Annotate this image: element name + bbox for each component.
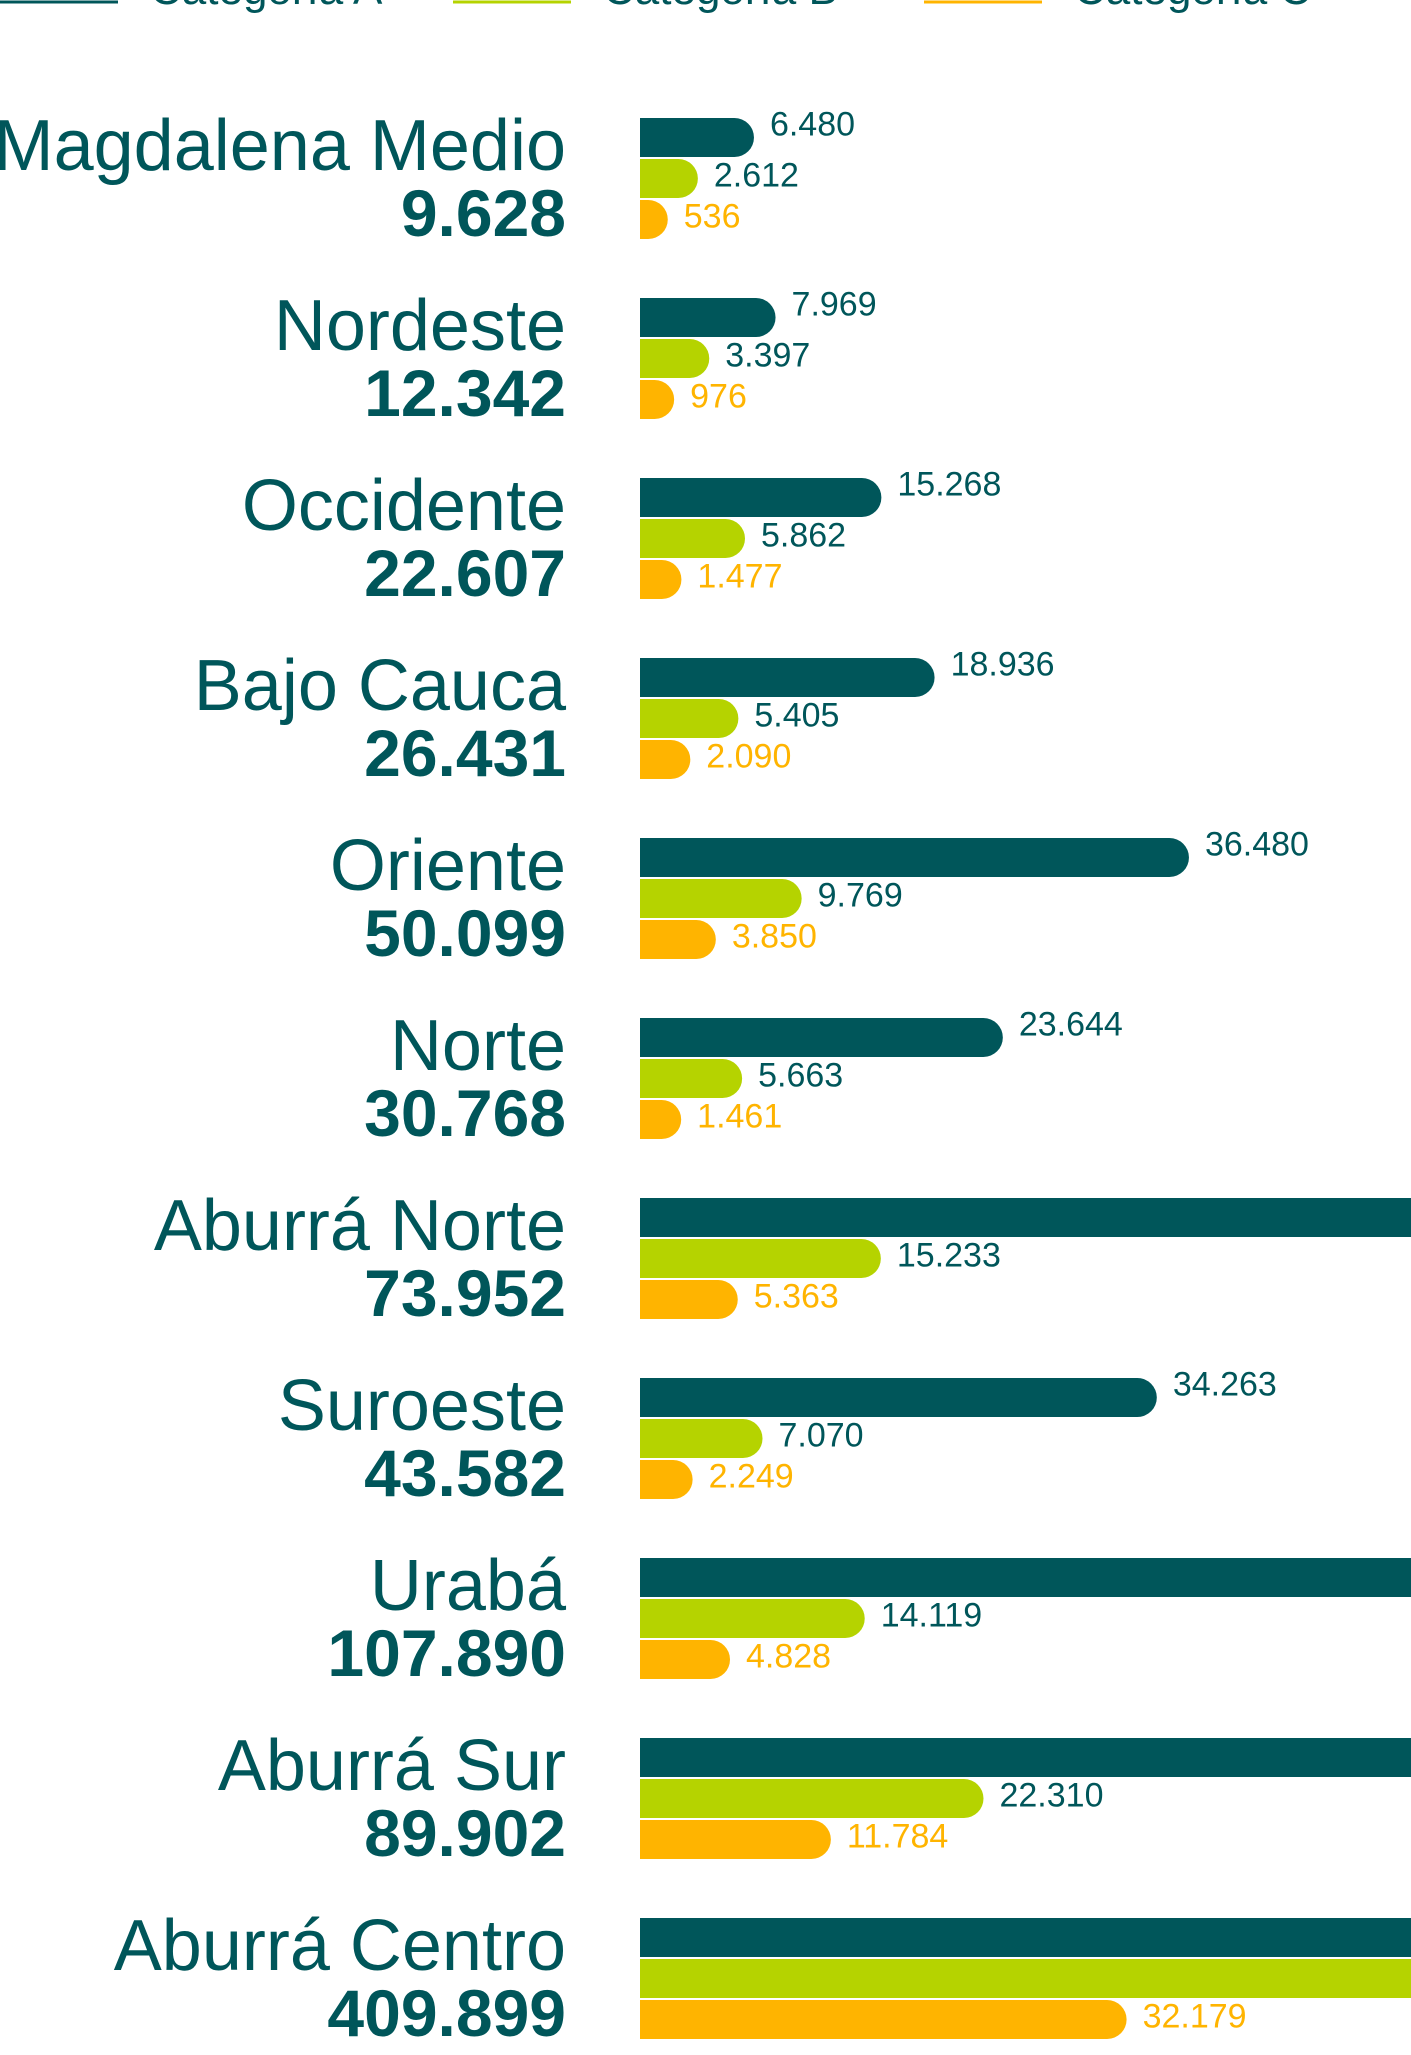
bar	[640, 1558, 1411, 1597]
value-label: 7.969	[792, 286, 877, 324]
bar	[640, 200, 668, 239]
value-label: 32.179	[1143, 1998, 1247, 2036]
value-label: 9.769	[818, 877, 903, 915]
total-label: 22.607	[364, 536, 566, 610]
bar	[640, 1460, 693, 1499]
bar	[640, 339, 710, 378]
total-label: 50.099	[364, 896, 566, 970]
bar	[640, 519, 745, 558]
value-label: 18.936	[951, 646, 1055, 684]
value-label: 1.477	[697, 558, 782, 596]
category-label: Oriente	[330, 826, 566, 906]
value-label: 1.461	[697, 1098, 782, 1136]
value-label: 23.644	[1019, 1006, 1123, 1044]
category-label: Aburrá Norte	[154, 1186, 566, 1266]
bar	[640, 478, 882, 517]
value-label: 976	[690, 378, 747, 416]
bar	[640, 1059, 743, 1098]
bar	[640, 1959, 1411, 1998]
bar	[640, 1280, 738, 1319]
bar	[640, 838, 1189, 877]
value-label: 6.480	[770, 106, 855, 144]
bar	[640, 2000, 1127, 2039]
value-label: 4.828	[746, 1638, 831, 1676]
bar	[640, 1599, 865, 1638]
bar	[640, 1640, 731, 1679]
value-label: 22.310	[999, 1777, 1103, 1815]
category-label: Suroeste	[278, 1366, 566, 1446]
bar	[640, 740, 691, 779]
category-label: Norte	[390, 1006, 566, 1086]
value-label: 15.233	[897, 1237, 1001, 1275]
bar	[640, 1378, 1157, 1417]
category-label: Magdalena Medio	[0, 106, 566, 186]
legend-label: Categoría A	[150, 0, 383, 14]
bar	[640, 118, 754, 157]
total-label: 9.628	[401, 176, 566, 250]
value-label: 15.268	[897, 466, 1001, 504]
bar	[640, 1100, 682, 1139]
bar	[640, 658, 935, 697]
value-label: 536	[684, 198, 741, 236]
value-label: 2.612	[714, 157, 799, 195]
total-label: 30.768	[364, 1076, 566, 1150]
bar	[640, 1918, 1411, 1957]
category-label: Nordeste	[274, 286, 566, 366]
bar	[640, 699, 739, 738]
category-label: Aburrá Centro	[114, 1906, 566, 1986]
bar	[640, 879, 802, 918]
total-label: 26.431	[364, 716, 566, 790]
bar	[640, 920, 716, 959]
category-label: Urabá	[370, 1546, 567, 1626]
value-label: 2.249	[709, 1458, 794, 1496]
bar	[640, 1738, 1411, 1777]
value-label: 5.663	[758, 1057, 843, 1095]
bar	[640, 380, 675, 419]
bar	[640, 1779, 984, 1818]
value-label: 5.405	[754, 697, 839, 735]
bar	[640, 1018, 1003, 1057]
value-label: 11.784	[847, 1818, 948, 1856]
category-label: Bajo Cauca	[194, 646, 567, 726]
value-label: 14.119	[881, 1597, 982, 1635]
total-label: 409.899	[327, 1976, 566, 2050]
bar	[640, 1820, 831, 1859]
total-label: 12.342	[364, 356, 566, 430]
legend-label: Categoría C	[1074, 0, 1311, 14]
bar	[640, 1419, 763, 1458]
value-label: 5.363	[754, 1278, 839, 1316]
bar	[640, 1198, 1411, 1237]
value-label: 3.850	[732, 918, 817, 956]
value-label: 34.263	[1173, 1366, 1277, 1404]
bar	[640, 560, 682, 599]
total-label: 43.582	[364, 1436, 566, 1510]
bar	[640, 298, 776, 337]
total-label: 89.902	[364, 1796, 566, 1870]
value-label: 5.862	[761, 517, 846, 555]
bar	[640, 159, 698, 198]
total-label: 73.952	[364, 1256, 566, 1330]
value-label: 3.397	[725, 337, 810, 375]
value-label: 7.070	[779, 1417, 864, 1455]
value-label: 2.090	[706, 738, 791, 776]
category-label: Occidente	[242, 466, 566, 546]
category-label: Aburrá Sur	[218, 1726, 566, 1806]
bar	[640, 1239, 881, 1278]
value-label: 36.480	[1205, 826, 1309, 864]
total-label: 107.890	[327, 1616, 566, 1690]
legend-label: Categoría B	[603, 0, 838, 14]
